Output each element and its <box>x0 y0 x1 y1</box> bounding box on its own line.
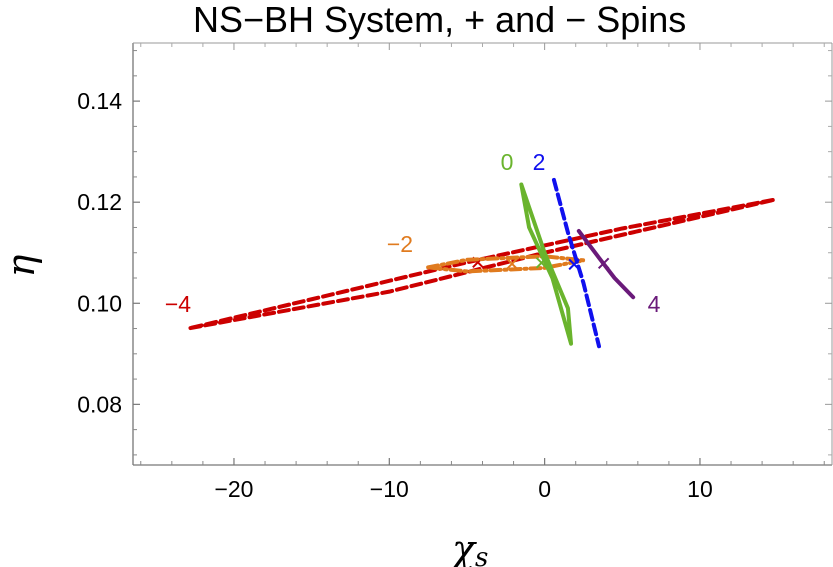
series-label: 0 <box>501 149 514 175</box>
y-axis-label: η <box>0 254 43 277</box>
x-tick-label: 10 <box>687 476 713 502</box>
series-layer: −4 −2 0 2 4 <box>165 149 777 349</box>
x-tick-label: 0 <box>538 476 551 502</box>
series-3: 0 <box>501 149 574 346</box>
series-label: −4 <box>165 291 191 317</box>
center-marker <box>597 257 610 270</box>
y-tick-label: 0.12 <box>77 189 122 215</box>
x-tick-label: −20 <box>214 476 253 502</box>
plot-frame <box>132 42 833 466</box>
series-label: 2 <box>533 149 546 175</box>
y-tick-label: 0.14 <box>77 88 122 114</box>
error-ellipse <box>519 182 574 346</box>
center-marker <box>568 258 580 271</box>
x-tick-label: −10 <box>370 476 409 502</box>
x-axis-label-symbol: χ <box>449 527 477 567</box>
series-2: −2 <box>387 231 586 274</box>
error-ellipse <box>551 177 601 349</box>
error-ellipse <box>576 229 636 300</box>
error-ellipse <box>188 197 777 331</box>
series-5: 4 <box>576 229 661 317</box>
center-marker <box>535 257 548 269</box>
series-label: −2 <box>387 231 413 257</box>
y-tick-label: 0.08 <box>77 391 122 417</box>
error-ellipse <box>426 254 586 274</box>
center-marker <box>506 258 518 270</box>
series-label: 4 <box>648 291 661 317</box>
series-1: −4 <box>165 197 777 331</box>
y-tick-label: 0.10 <box>77 290 122 316</box>
axis-ticks: −20 −10 0 100.080.100.120.14 <box>77 43 832 502</box>
x-axis-label: χs <box>449 527 488 567</box>
chart-title: NS−BH System, + and − Spins <box>193 0 686 40</box>
x-axis-label-subscript: s <box>475 543 488 567</box>
series-4: 2 <box>533 149 601 349</box>
